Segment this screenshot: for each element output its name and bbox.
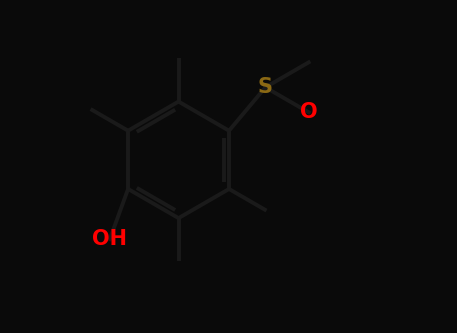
Text: OH: OH xyxy=(92,229,128,249)
Text: O: O xyxy=(300,102,318,122)
Text: S: S xyxy=(258,77,273,97)
